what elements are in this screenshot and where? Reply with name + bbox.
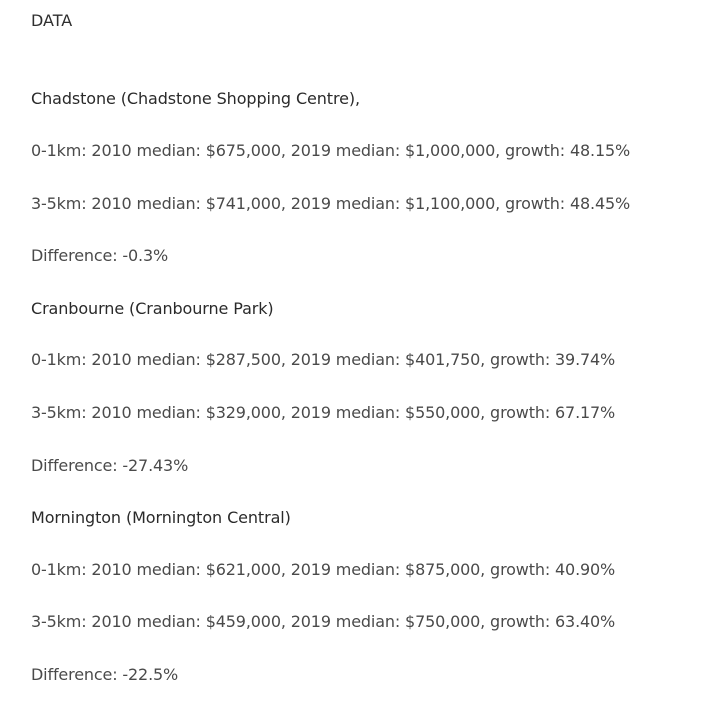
cranbourne-3-5km-line: 3-5km: 2010 median: $329,000, 2019 media… — [31, 403, 616, 422]
data-heading: DATA — [31, 11, 73, 30]
mornington-difference-line: Difference: -22.5% — [31, 665, 179, 684]
chadstone-0-1km-line: 0-1km: 2010 median: $675,000, 2019 media… — [31, 141, 631, 160]
mornington-3-5km-line: 3-5km: 2010 median: $459,000, 2019 media… — [31, 612, 616, 631]
chadstone-difference-line: Difference: -0.3% — [31, 246, 169, 265]
cranbourne-0-1km-line: 0-1km: 2010 median: $287,500, 2019 media… — [31, 350, 616, 369]
section-title-cranbourne: Cranbourne (Cranbourne Park) — [31, 299, 274, 318]
mornington-0-1km-line: 0-1km: 2010 median: $621,000, 2019 media… — [31, 560, 616, 579]
section-title-mornington: Mornington (Mornington Central) — [31, 508, 291, 527]
cranbourne-difference-line: Difference: -27.43% — [31, 456, 189, 475]
section-title-chadstone: Chadstone (Chadstone Shopping Centre), — [31, 89, 360, 108]
chadstone-3-5km-line: 3-5km: 2010 median: $741,000, 2019 media… — [31, 194, 631, 213]
